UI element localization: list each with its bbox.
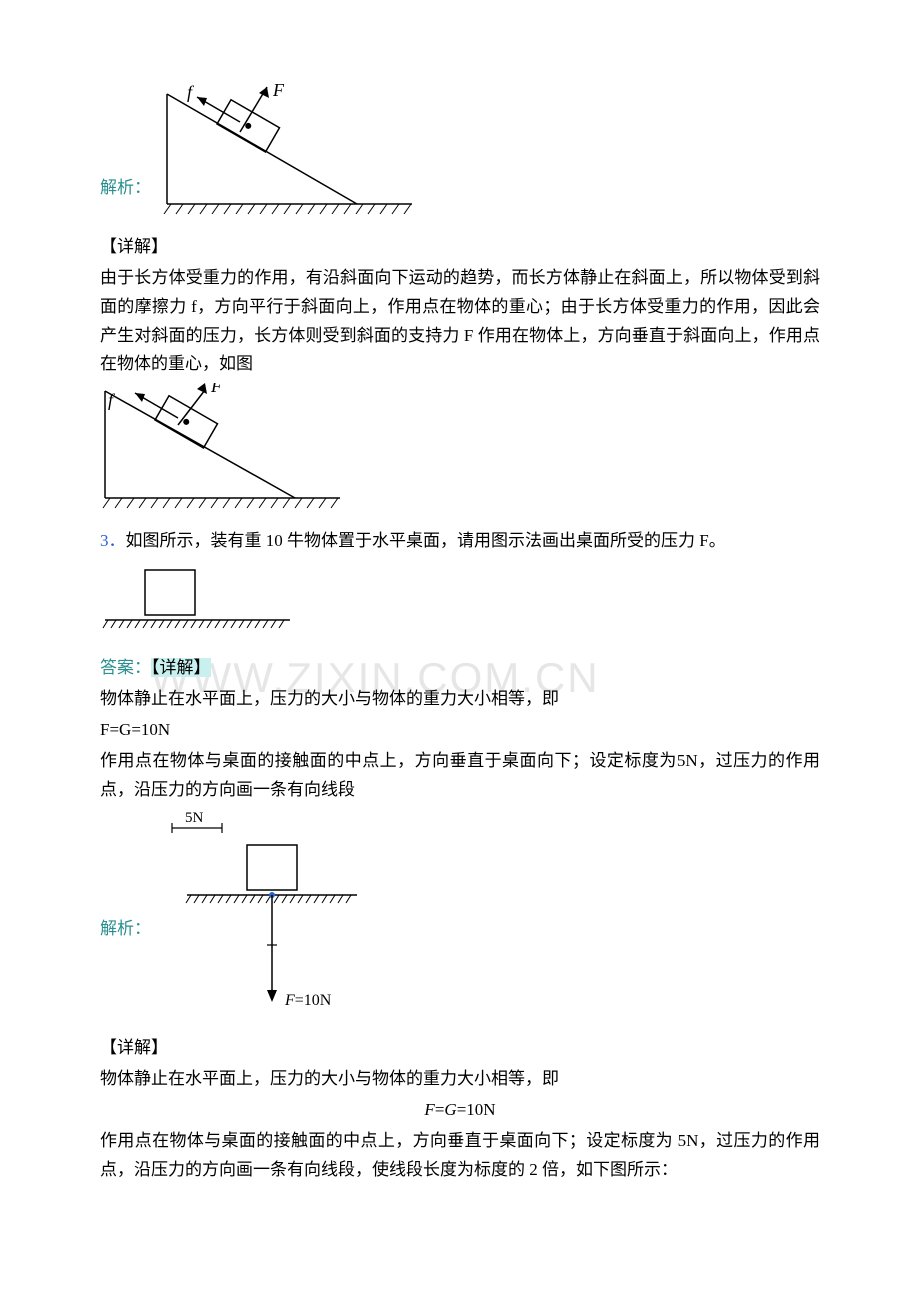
- answer-line: 答案：【详解】: [100, 654, 820, 683]
- svg-text:F=10N: F=10N: [284, 992, 332, 1009]
- equation-1: F=G=10N: [100, 716, 820, 745]
- figure-table-plain: [100, 560, 820, 650]
- q3-number: 3．: [100, 531, 126, 550]
- svg-text:F: F: [272, 84, 285, 100]
- svg-text:f: f: [187, 84, 195, 102]
- equation-2: F=G=10N: [100, 1096, 820, 1125]
- eq2-mid: =: [435, 1100, 445, 1119]
- paragraph-5: 作用点在物体与桌面的接触面的中点上，方向垂直于桌面向下；设定标度为 5N，过压力…: [100, 1127, 820, 1185]
- paragraph-3: 作用点在物体与桌面的接触面的中点上，方向垂直于桌面向下；设定标度为5N，过压力的…: [100, 747, 820, 805]
- paragraph-1: 由于长方体受重力的作用，有沿斜面向下运动的趋势，而长方体静止在斜面上，所以物体受…: [100, 264, 820, 380]
- answer-detail-label: 【详解】: [151, 658, 211, 677]
- eq2-F: F: [424, 1100, 434, 1119]
- detail-label-2: 【详解】: [100, 1034, 820, 1063]
- eq2-end: =10N: [457, 1100, 496, 1119]
- svg-text:f: f: [108, 390, 116, 410]
- svg-text:5N: 5N: [185, 810, 204, 826]
- figure-incline-2: f F: [100, 383, 820, 523]
- figure-incline-1: f F: [157, 84, 422, 229]
- paragraph-4: 物体静止在水平面上，压力的大小与物体的重力大小相等，即: [100, 1065, 820, 1094]
- answer-label: 答案：: [100, 658, 151, 677]
- detail-label-1: 【详解】: [100, 233, 820, 262]
- svg-text:F: F: [210, 383, 223, 396]
- paragraph-2: 物体静止在水平面上，压力的大小与物体的重力大小相等，即: [100, 685, 820, 714]
- eq2-G: G: [444, 1100, 456, 1119]
- question-3: 3．如图所示，装有重 10 牛物体置于水平桌面，请用图示法画出桌面所受的压力 F…: [100, 527, 820, 556]
- q3-text: 如图所示，装有重 10 牛物体置于水平桌面，请用图示法画出桌面所受的压力 F。: [126, 531, 726, 550]
- analysis-label: 解析：: [100, 174, 151, 203]
- analysis-label-2: 解析：: [100, 915, 151, 944]
- figure-force-diagram: 5N: [157, 810, 387, 1030]
